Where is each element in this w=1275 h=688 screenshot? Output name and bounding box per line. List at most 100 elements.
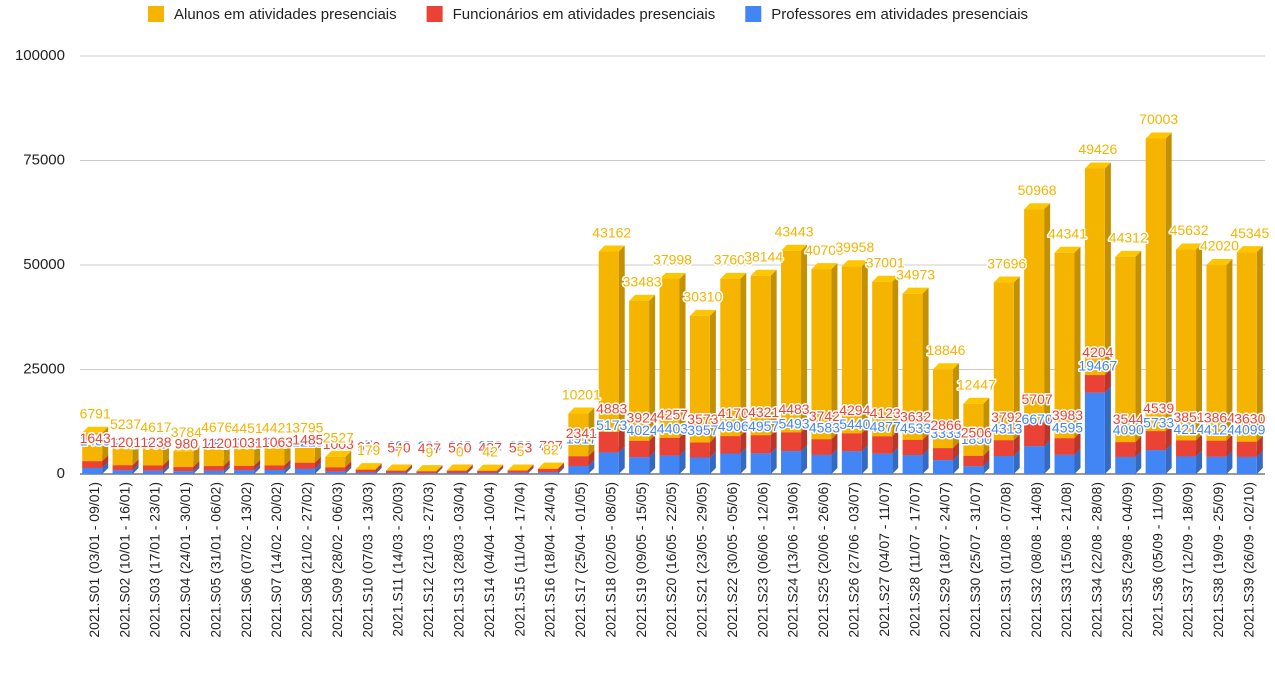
bar-segment [750,275,771,436]
bar-segment [750,435,771,454]
bar-depth [193,461,200,472]
x-tick-label: 2021.S27 (04/07 - 11/07) [876,482,892,637]
data-label: 45345 [1230,225,1269,241]
bar-depth [588,450,595,466]
bar-segment [1206,264,1227,441]
bar-depth [345,465,352,474]
data-label: 43162 [592,224,631,240]
bar-segment [112,443,133,466]
bar-depth [132,437,139,466]
data-label: 3924 [627,409,658,425]
data-label: 4533 [900,420,931,436]
data-label: 42020 [1200,238,1239,254]
bar-segment [932,460,953,474]
data-label: 1063 [262,434,293,450]
bar-top [477,464,504,471]
bar-depth [1074,246,1081,439]
bar-depth [861,445,868,474]
data-label: 969 [266,435,290,451]
bar-top [598,245,625,252]
bar-depth [436,467,443,474]
y-tick-label: 100000 [15,47,65,64]
x-tick-label: 2021.S18 (02/05 - 08/05) [602,482,618,638]
bar-depth [1013,276,1020,441]
data-label: 4583 [809,420,840,436]
bar-depth [284,463,291,474]
bar-segment [1115,256,1136,443]
data-label: 3632 [900,409,931,425]
bar-segment [537,469,558,473]
bar-segment [841,451,862,474]
data-label: 4617 [140,419,171,435]
bar-segment [872,436,893,454]
data-label: 901 [114,435,138,451]
data-label: 0 [456,443,464,459]
bar-segment [234,465,255,471]
data-label: 45632 [1170,222,1209,238]
bar-segment [1115,456,1136,474]
bar-segment [355,469,376,470]
bar-depth [284,459,291,470]
bar-depth [892,430,899,454]
bar-depth [649,434,656,458]
x-tick-label: 2021.S30 (25/07 - 31/07) [967,482,983,638]
bar-segment [1084,168,1105,376]
bar-segment [720,436,741,454]
bar-segment [325,456,346,468]
data-label: 3544 [1113,411,1144,427]
bar-segment [720,278,741,437]
data-label: 4883 [596,401,627,417]
bar-segment [355,472,376,474]
data-label: 3795 [292,420,323,436]
bar-segment [1176,249,1197,441]
bar-segment [841,433,862,452]
data-label: 37600 [714,252,753,268]
bar-segment [568,413,589,457]
bar-segment [173,451,194,468]
bar-depth [831,433,838,455]
x-tick-label: 2021.S24 (13/06 - 19/06) [785,482,801,638]
data-label: 289 [509,437,533,453]
bar-segment [82,432,103,462]
bar-top [993,276,1020,283]
data-label: 1917 [566,431,597,447]
data-label: 37998 [653,252,692,268]
bar-segment [264,469,285,474]
x-tick-label: 2021.S16 (18/04 - 24/04) [542,482,558,638]
bar-top [872,275,899,282]
bar-depth [892,275,899,437]
bar-depth [983,460,990,474]
data-label: 34973 [896,266,935,282]
bar-top [629,294,656,301]
bar-depth [709,451,716,474]
bar-depth [1196,243,1203,441]
bar-depth [527,464,534,473]
bar-segment [537,472,558,474]
data-label: 42 [482,443,498,459]
bar-segment [689,442,710,458]
bar-depth [1044,440,1051,474]
bar-depth [709,436,716,458]
bar-segment [598,452,619,474]
data-label: 2527 [323,430,354,446]
x-tick-label: 2021.S38 (19/09 - 25/09) [1210,482,1226,638]
legend-swatch [426,6,443,22]
data-label: 4676 [201,419,232,435]
bar-segment [264,447,285,466]
bar-depth [557,463,564,473]
bar-top [902,287,929,294]
bar-segment [1024,209,1045,423]
bar-depth [1044,416,1051,447]
x-tick-label: 2021.S31 (01/08 - 07/08) [997,482,1013,638]
x-tick-label: 2021.S07 (14/02 - 20/02) [268,482,284,638]
data-label: 19467 [1078,357,1117,373]
bar-depth [466,466,473,474]
data-label: 37696 [987,255,1026,271]
x-tick-label: 2021.S25 (20/06 - 26/06) [815,482,831,638]
bar-segment [872,453,893,474]
data-label: 1850 [961,431,992,447]
data-label: 1031 [232,435,263,451]
bar-segment [932,448,953,461]
bar-depth [466,464,473,473]
bar-segment [629,300,650,441]
